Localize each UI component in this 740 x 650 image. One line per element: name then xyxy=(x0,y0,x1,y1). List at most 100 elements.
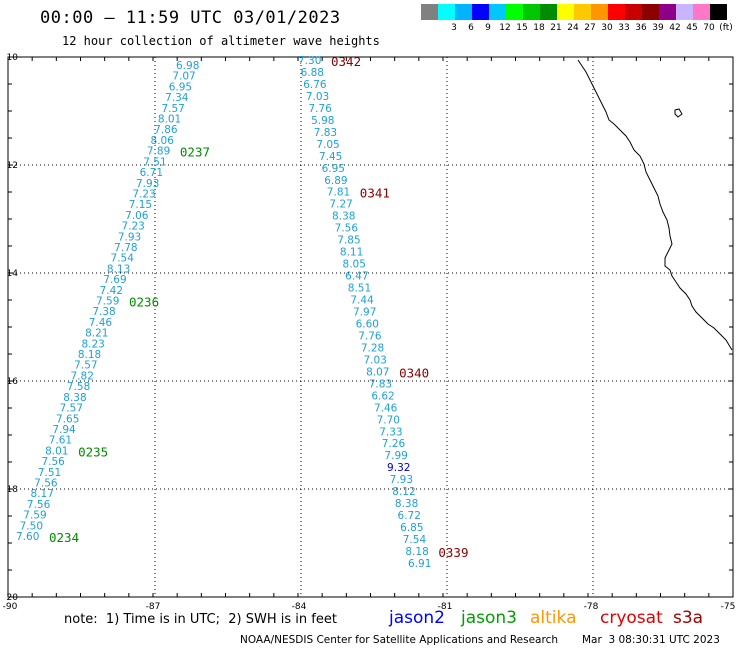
wave-height-value: 7.33 xyxy=(379,426,402,438)
generation-timestamp: Mar 3 08:30:31 UTC 2023 xyxy=(582,634,720,646)
scale-swatch xyxy=(676,4,693,20)
wave-height-value: 7.44 xyxy=(350,295,374,307)
scale-label: 6 xyxy=(468,23,474,33)
scale-swatch xyxy=(557,4,574,20)
scale-label: 45 xyxy=(686,23,698,33)
wave-height-value: 7.58 xyxy=(67,381,90,393)
pass-time-label: 0235 xyxy=(78,444,108,459)
pass-time-label: 0237 xyxy=(180,145,210,160)
legend-s3a: s3a xyxy=(673,608,704,628)
wave-height-value: 7.26 xyxy=(382,438,406,450)
scale-label: 39 xyxy=(652,23,664,33)
wave-height-value: 7.93 xyxy=(136,178,159,190)
chart-title: 00:00 – 11:59 UTC 03/01/2023 xyxy=(40,8,341,28)
wave-height-value: 7.05 xyxy=(316,139,339,151)
lon-label: -90 xyxy=(3,602,18,612)
lon-label: -87 xyxy=(146,602,161,612)
wave-height-value: 7.59 xyxy=(96,296,119,308)
satellite-track-right: 7.306.886.767.037.765.987.837.057.456.95… xyxy=(298,54,468,570)
scale-label: 15 xyxy=(516,23,528,33)
scale-swatch xyxy=(693,4,710,20)
wave-height-value: 6.95 xyxy=(169,81,192,93)
legend-cryosat: cryosat xyxy=(600,608,663,628)
wave-height-value: 8.21 xyxy=(85,328,108,340)
lat-label: 20 xyxy=(7,593,19,603)
wave-height-value: 8.12 xyxy=(392,486,415,498)
wave-height-value: 6.95 xyxy=(322,163,345,175)
wave-height-value: 7.51 xyxy=(38,467,61,479)
wave-height-value: 7.76 xyxy=(308,103,332,115)
legend-altika: altika xyxy=(530,608,577,628)
scale-swatch xyxy=(710,4,727,20)
map-frame xyxy=(7,56,734,598)
scale-label: 30 xyxy=(601,23,613,33)
wave-height-value: 7.06 xyxy=(125,210,149,222)
wave-height-value: 8.38 xyxy=(332,211,355,223)
scale-swatch xyxy=(625,4,642,20)
wave-height-value: 7.51 xyxy=(143,156,166,168)
lat-label: 18 xyxy=(7,485,19,495)
wave-height-value: 7.83 xyxy=(314,127,337,139)
wave-height-value: 8.38 xyxy=(63,392,86,404)
wave-height-value: 7.65 xyxy=(56,413,79,425)
wave-height-value: 6.60 xyxy=(356,318,379,330)
wave-height-value: 7.78 xyxy=(114,242,137,254)
pass-time-label: 0340 xyxy=(399,365,429,380)
scale-swatch xyxy=(421,4,438,20)
wave-height-value: 7.57 xyxy=(161,103,184,115)
scale-swatch xyxy=(472,4,489,20)
wave-height-value: 8.07 xyxy=(366,366,389,378)
wave-height-value: 7.15 xyxy=(129,199,152,211)
wave-height-value: 9.32 xyxy=(387,462,410,474)
wave-height-value: 7.57 xyxy=(60,403,83,415)
wave-height-value: 7.70 xyxy=(377,414,400,426)
wave-height-value: 7.56 xyxy=(34,477,58,489)
legend-jason2: jason2 xyxy=(389,608,445,628)
latitude-labels: 10 12 14 16 18 20 xyxy=(7,53,19,603)
wave-height-value: 6.72 xyxy=(398,510,421,522)
scale-swatch xyxy=(642,4,659,20)
lon-label: -75 xyxy=(721,602,736,612)
wave-height-value: 8.51 xyxy=(348,283,371,295)
wave-height-value: 5.98 xyxy=(311,115,334,127)
scale-swatch xyxy=(489,4,506,20)
wave-height-value: 7.76 xyxy=(358,330,382,342)
lon-label: -81 xyxy=(438,602,453,612)
wave-height-value: 7.28 xyxy=(361,342,384,354)
wave-height-value: 7.85 xyxy=(337,235,360,247)
wave-height-value: 8.11 xyxy=(340,247,363,259)
wave-height-value: 7.81 xyxy=(327,187,350,199)
scale-label: 18 xyxy=(533,23,545,33)
scale-swatch xyxy=(506,4,523,20)
wave-height-value: 7.56 xyxy=(27,499,51,511)
scale-swatch xyxy=(438,4,455,20)
wave-height-value: 6.91 xyxy=(408,558,431,570)
wave-height-value: 6.98 xyxy=(176,60,199,72)
lat-label: 12 xyxy=(7,161,18,171)
scale-swatch xyxy=(540,4,557,20)
wave-height-value: 7.42 xyxy=(100,285,123,297)
credit-line: NOAA/NESDIS Center for Satellite Applica… xyxy=(240,634,558,646)
wave-height-value: 7.23 xyxy=(121,221,144,233)
pass-time-label: 0341 xyxy=(360,186,390,201)
wave-height-value: 7.97 xyxy=(353,307,376,319)
wave-height-value: 7.82 xyxy=(71,370,94,382)
footer-note: note: 1) Time is in UTC; 2) SWH is in fe… xyxy=(64,612,337,627)
wave-height-value: 7.23 xyxy=(132,188,155,200)
wave-height-value: 7.54 xyxy=(403,534,427,546)
wave-height-value: 7.50 xyxy=(20,520,43,532)
wave-height-value: 6.76 xyxy=(303,79,327,91)
wave-height-value: 8.17 xyxy=(31,488,54,500)
wave-height-value: 8.01 xyxy=(45,445,68,457)
scale-label: 70 xyxy=(703,23,715,33)
scale-label: 3 xyxy=(451,23,457,33)
wave-height-value: 7.93 xyxy=(118,231,141,243)
wave-height-value: 6.85 xyxy=(400,522,423,534)
wave-height-value: 8.01 xyxy=(158,114,181,126)
wave-height-value: 7.69 xyxy=(103,274,126,286)
scale-label: 24 xyxy=(567,23,579,33)
wave-height-value: 7.60 xyxy=(16,531,39,543)
longitude-labels: -90 -87 -84 -81 -78 -75 xyxy=(3,602,736,612)
wave-height-value: 7.56 xyxy=(335,223,359,235)
coastline xyxy=(577,59,733,351)
